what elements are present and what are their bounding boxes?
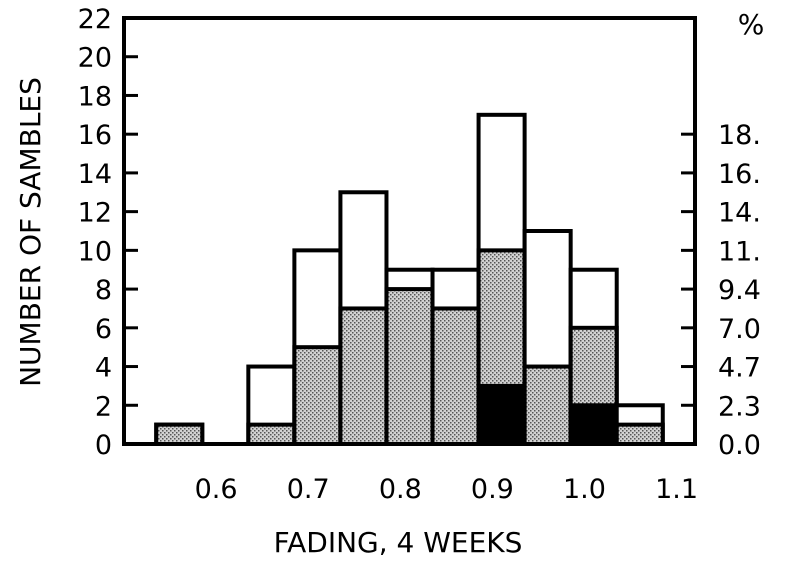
- bar-dotted-3: [338, 306, 389, 447]
- bar-dotted-2: [292, 345, 343, 447]
- y-tick-label: 4: [95, 353, 112, 384]
- histogram-bars: [154, 112, 665, 447]
- bar-black-8: [568, 403, 619, 447]
- x-tick-label: 0.6: [195, 474, 238, 505]
- y-tick-label: 22: [78, 4, 112, 35]
- x-axis-title: FADING, 4 WEEKS: [274, 526, 523, 559]
- bar-dotted-4: [384, 287, 435, 446]
- y2-tick-label: 4.7: [718, 353, 761, 384]
- y-tick-label: 8: [95, 275, 112, 306]
- x-tick-label: 0.7: [287, 474, 330, 505]
- bar-black-6: [476, 383, 527, 446]
- y2-tick-label: 18.: [718, 120, 761, 151]
- y-tick-label: 20: [78, 43, 112, 74]
- x-axis: 0.6 0.7 0.8 0.9 1.0 1.1: [195, 474, 698, 505]
- y-axis-right: 0.0 2.3 4.7 7.0 9.4 11. 14. 16. 18.: [681, 120, 761, 461]
- y2-tick-label: 9.4: [718, 275, 761, 306]
- y-axis-title: NUMBER OF SAMBLES: [14, 77, 47, 387]
- y-tick-label: 16: [78, 120, 112, 151]
- y2-tick-label: 7.0: [718, 314, 761, 345]
- bar-dotted-9: [614, 422, 665, 446]
- y-axis-left: 0 2 4 6 8 10 12 14 16 18 20 22: [78, 4, 138, 461]
- plot-frame: [122, 16, 697, 446]
- y2-tick-label: 0.0: [718, 430, 761, 461]
- y-tick-label: 18: [78, 81, 112, 112]
- y2-axis-title: %: [738, 8, 765, 41]
- y-tick-label: 10: [78, 236, 112, 267]
- y-tick-label: 6: [95, 314, 112, 345]
- x-tick-label: 0.9: [471, 474, 514, 505]
- x-tick-label: 0.8: [379, 474, 422, 505]
- y-tick-label: 14: [78, 159, 112, 190]
- bar-dotted-7: [522, 364, 573, 446]
- y2-tick-label: 2.3: [718, 391, 761, 422]
- y-tick-label: 2: [95, 391, 112, 422]
- y-tick-label: 12: [78, 198, 112, 229]
- bar-dotted-0: [154, 422, 205, 446]
- y2-tick-label: 14.: [718, 198, 761, 229]
- y2-tick-label: 16.: [718, 159, 761, 190]
- y-tick-label: 0: [95, 430, 112, 461]
- bar-dotted-1: [246, 422, 297, 446]
- y2-tick-label: 11.: [718, 236, 761, 267]
- x-tick-label: 1.0: [563, 474, 606, 505]
- bar-dotted-5: [430, 306, 481, 447]
- x-tick-label: 1.1: [655, 474, 698, 505]
